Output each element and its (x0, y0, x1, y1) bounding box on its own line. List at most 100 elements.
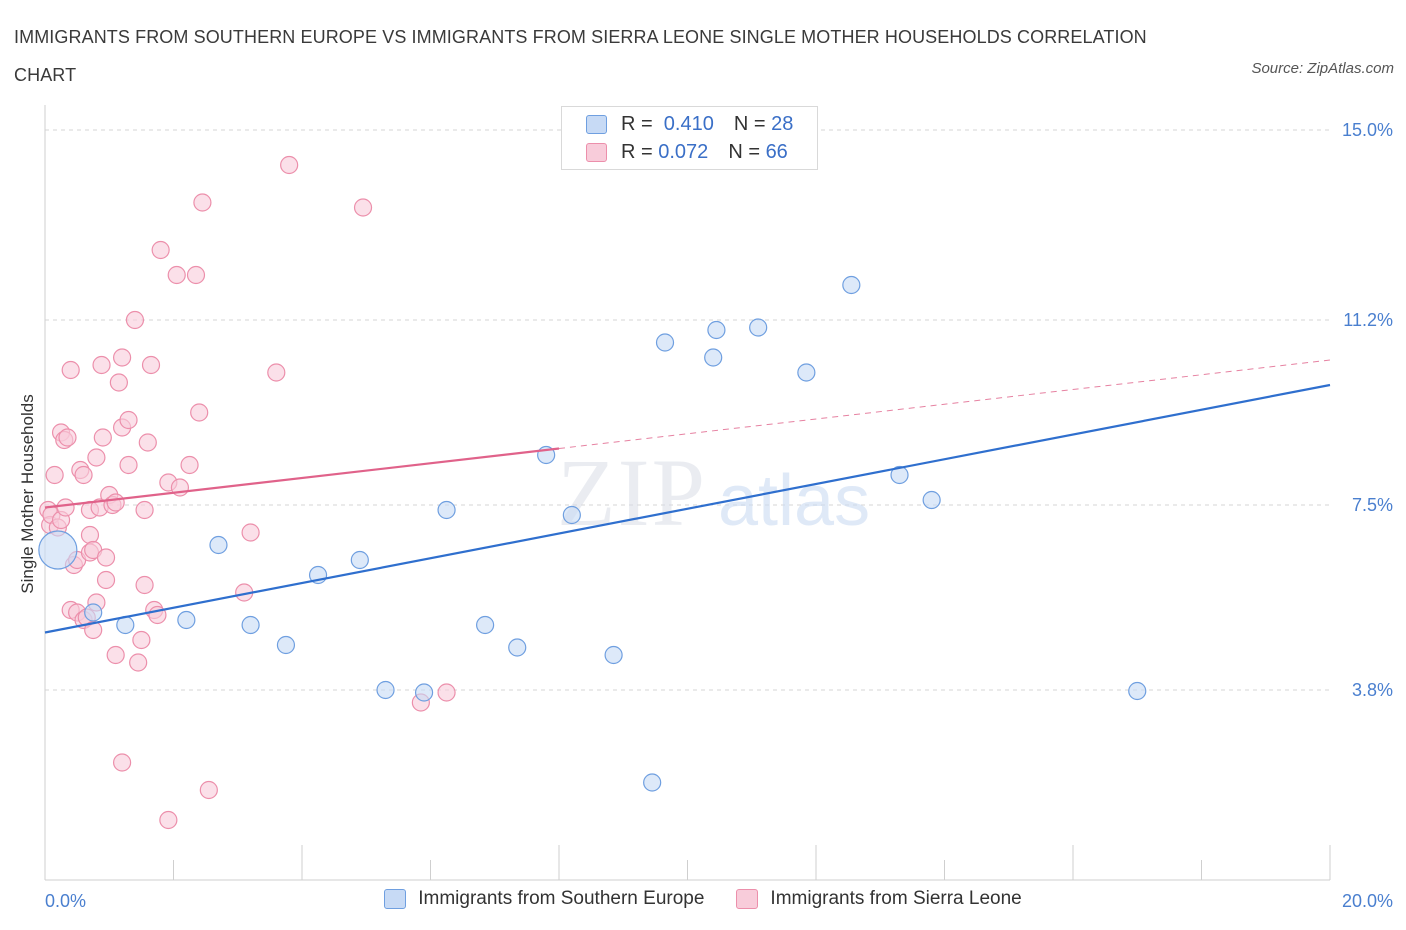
sierra-leone-point-9 (58, 428, 77, 447)
southern-europe-point-13 (508, 638, 527, 657)
southern-europe-point-24 (890, 465, 909, 485)
grid-lines (45, 129, 1330, 691)
southern-europe-point-26 (1128, 681, 1147, 701)
legend-swatch-southern-europe (384, 889, 407, 909)
legend-label-southern-europe: Immigrants from Southern Europe (418, 888, 705, 909)
legend-r-label: R = (621, 112, 664, 135)
legend-label-sierra-leone: Immigrants from Sierra Leone (770, 888, 1022, 909)
southern-europe-point-12 (476, 615, 495, 635)
legend-row-sierra-leone: R = 0.072 N = 66 (586, 141, 788, 163)
sierra-leone-point-41 (125, 310, 145, 330)
sierra-leone-point-62 (267, 363, 286, 382)
legend-swatch-sierra-leone (736, 889, 759, 909)
sierra-leone-point-17 (74, 465, 93, 485)
southern-europe-point-10 (414, 683, 434, 702)
sierra-leone-point-55 (180, 455, 199, 475)
series-legend: Immigrants from Southern Europe Immigran… (0, 888, 1406, 910)
trend-line-sierra-leone-solid (44, 447, 560, 509)
correlation-legend: R = 0.410 N = 28 R = 0.072 N = 66 (561, 106, 818, 170)
sierra-leone-point-28 (93, 428, 112, 447)
sierra-leone-points (39, 155, 456, 830)
southern-europe-point-21 (749, 318, 768, 337)
sierra-leone-point-29 (96, 570, 116, 590)
legend-n-value-blue: 28 (771, 112, 794, 135)
sierra-leone-point-3 (45, 465, 64, 485)
southern-europe-point-9 (376, 680, 395, 700)
sierra-leone-point-36 (112, 348, 132, 367)
sierra-leone-point-57 (190, 403, 209, 422)
x-tick-label-max: 20.0% (1342, 891, 1393, 911)
southern-europe-point-18 (655, 333, 675, 352)
southern-europe-point-11 (437, 500, 456, 520)
legend-r-value-pink: 0.072 (658, 140, 709, 163)
sierra-leone-point-39 (119, 410, 138, 430)
sierra-leone-point-35 (109, 373, 128, 392)
sierra-leone-point-59 (199, 780, 218, 800)
southern-europe-point-15 (562, 505, 581, 525)
chart-source: Source: ZipAtlas.com (1251, 60, 1394, 77)
trend-line-southern-europe (44, 383, 1331, 634)
southern-europe-point-25 (922, 490, 941, 510)
y-tick-label-0: 3.8% (1352, 680, 1393, 700)
legend-n-value-pink: 66 (765, 140, 788, 163)
sierra-leone-point-25 (87, 448, 106, 467)
legend-n-label: N = (733, 112, 772, 135)
sierra-leone-point-58 (193, 193, 212, 212)
trend-lines (44, 359, 1331, 634)
sierra-leone-point-11 (61, 360, 80, 380)
sierra-leone-point-34 (106, 645, 125, 665)
sierra-leone-point-40 (119, 455, 138, 475)
southern-europe-point-17 (643, 773, 662, 792)
legend-r-label: R = (621, 140, 659, 163)
southern-europe-point-16 (604, 645, 623, 665)
southern-europe-point-0 (38, 530, 78, 570)
sierra-leone-point-51 (159, 810, 178, 830)
sierra-leone-point-27 (92, 355, 111, 375)
watermark: ZIP atlas (557, 439, 870, 546)
axes (44, 105, 1331, 881)
southern-europe-point-22 (797, 363, 816, 382)
sierra-leone-point-50 (151, 240, 170, 260)
tick-labels: 3.8% 7.5% 11.2% 15.0% 0.0% 20.0% (45, 120, 1393, 911)
y-tick-label-1: 7.5% (1352, 495, 1393, 515)
southern-europe-point-1 (84, 603, 103, 622)
sierra-leone-point-61 (241, 523, 260, 542)
sierra-leone-point-53 (167, 265, 186, 285)
legend-item-southern-europe[interactable]: Immigrants from Southern Europe (384, 888, 704, 910)
sierra-leone-point-30 (96, 548, 116, 567)
legend-n-label: N = (728, 140, 766, 163)
southern-europe-point-23 (842, 275, 861, 295)
sierra-leone-point-46 (138, 433, 157, 452)
southern-europe-point-6 (276, 635, 296, 655)
southern-europe-point-3 (177, 610, 196, 630)
y-tick-label-3: 15.0% (1342, 120, 1393, 140)
sierra-leone-point-20 (80, 525, 100, 545)
legend-item-sierra-leone[interactable]: Immigrants from Sierra Leone (736, 888, 1022, 910)
trend-line-sierra-leone-dashed (558, 359, 1331, 449)
watermark-atlas: atlas (718, 461, 870, 541)
southern-europe-point-20 (707, 320, 726, 340)
sierra-leone-point-33 (106, 493, 125, 512)
sierra-leone-point-44 (135, 575, 154, 595)
sierra-leone-point-37 (112, 753, 132, 772)
legend-swatch-pink (586, 142, 607, 162)
southern-europe-point-4 (209, 535, 228, 555)
sierra-leone-point-42 (129, 653, 148, 672)
sierra-leone-point-8 (56, 498, 75, 517)
legend-row-southern-europe: R = 0.410 N = 28 (586, 113, 793, 135)
sierra-leone-point-47 (141, 355, 161, 375)
sierra-leone-point-63 (280, 155, 299, 175)
sierra-leone-point-64 (353, 198, 373, 217)
sierra-leone-point-45 (135, 500, 154, 520)
legend-r-value-blue: 0.410 (663, 112, 714, 135)
legend-swatch-blue (586, 114, 607, 134)
chart-title: IMMIGRANTS FROM SOUTHERN EUROPE VS IMMIG… (14, 27, 1147, 85)
y-tick-label-2: 11.2% (1343, 310, 1393, 330)
sierra-leone-point-56 (186, 265, 206, 285)
x-tick-label-min: 0.0% (45, 891, 86, 911)
southern-europe-point-5 (241, 615, 260, 635)
sierra-leone-point-66 (437, 683, 456, 702)
southern-europe-point-19 (704, 348, 723, 367)
southern-europe-point-8 (350, 550, 369, 570)
